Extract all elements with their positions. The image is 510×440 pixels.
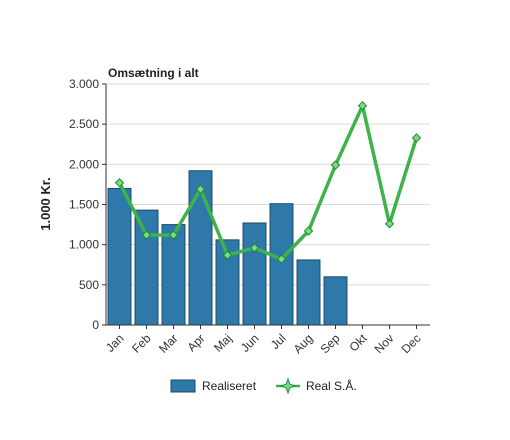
x-tick-labels: Jan Feb Mar Apr Maj Jun Jul Aug Sep Okt Nov Dec: [103, 331, 424, 356]
y-tick-labels: 0 500 1.000 1.500 2.000 2.500 3.000: [69, 77, 99, 332]
bar-series: [107, 170, 348, 326]
line-point: [249, 243, 260, 253]
y-tick-label: 2.500: [69, 117, 99, 131]
line-path: [117, 103, 419, 261]
line-point: [168, 230, 179, 240]
chart-title: Omsætning i alt: [108, 66, 199, 80]
y-axis-label: 1.000 Kr.: [38, 177, 53, 231]
legend-star-icon: [279, 377, 297, 395]
y-tick-label: 2.000: [69, 157, 99, 171]
line-point: [141, 230, 152, 240]
x-tick-label: Aug: [291, 331, 316, 356]
x-tick-label: Sep: [318, 331, 343, 356]
legend-label-bar: Realiseret: [202, 379, 257, 393]
line-point: [303, 226, 314, 236]
x-tick-label: Jan: [103, 331, 127, 355]
legend: Realiseret Real S.Å.: [170, 377, 357, 395]
bar: [242, 222, 267, 326]
axes: [105, 84, 430, 329]
x-tick-label: Maj: [211, 331, 235, 355]
y-tick-label: 1.000: [69, 238, 99, 252]
bar: [323, 276, 348, 326]
line-point: [195, 184, 206, 194]
y-tick-label: 0: [92, 318, 99, 332]
x-tick-label: Nov: [372, 331, 397, 356]
line-series: [114, 100, 422, 264]
x-tick-label: Apr: [185, 331, 208, 354]
line-point: [357, 100, 368, 111]
line-point: [384, 219, 395, 229]
legend-swatch-bar: [170, 379, 196, 393]
bar: [107, 187, 132, 326]
x-tick-label: Jun: [238, 331, 262, 355]
x-tick-label: Okt: [347, 331, 371, 355]
gridlines: [102, 83, 430, 326]
legend-label-line: Real S.Å.: [306, 378, 357, 393]
line-point: [222, 250, 233, 260]
x-tick-label: Dec: [399, 331, 424, 356]
line-point: [276, 254, 287, 264]
line-point: [114, 178, 125, 188]
x-tick-label: Jul: [268, 331, 289, 352]
y-tick-label: 1.500: [69, 198, 99, 212]
x-tick-label: Mar: [156, 331, 181, 356]
y-tick-label: 500: [79, 278, 99, 292]
bar: [269, 203, 294, 326]
y-tick-label: 3.000: [69, 77, 99, 91]
line-point: [330, 160, 341, 170]
bar: [296, 259, 321, 326]
x-tick-label: Feb: [129, 331, 154, 356]
line-point: [411, 133, 422, 143]
bar: [134, 209, 159, 326]
